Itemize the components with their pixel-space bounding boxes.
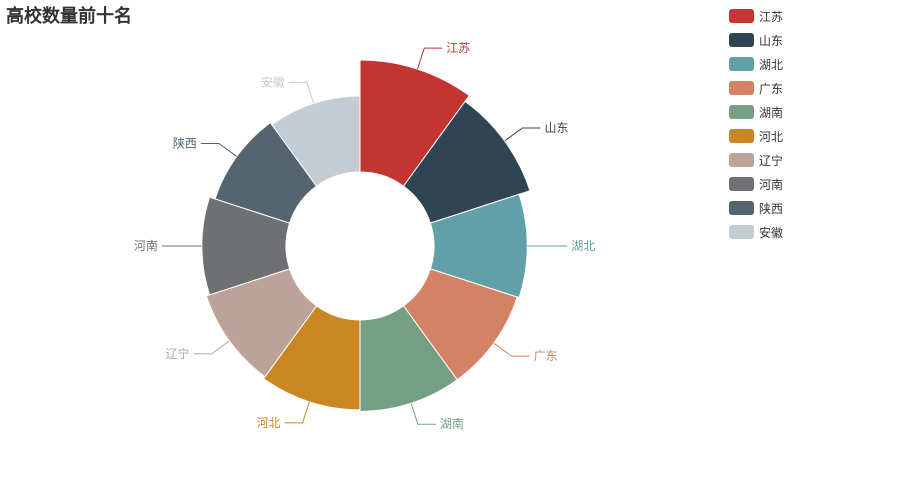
leader-lines-group xyxy=(161,47,568,425)
leader-line xyxy=(193,340,230,355)
legend-label: 湖北 xyxy=(759,57,784,72)
pie-slice[interactable] xyxy=(214,122,318,224)
legend-swatch xyxy=(729,105,754,119)
legend-item[interactable]: 湖北 xyxy=(729,52,783,76)
leader-line xyxy=(504,127,541,142)
pie-slice[interactable] xyxy=(205,268,318,378)
legend-swatch xyxy=(729,201,754,215)
legend-label: 河南 xyxy=(759,177,784,192)
legend-swatch xyxy=(729,9,754,23)
legend-swatch xyxy=(729,129,754,143)
legend-item[interactable]: 江苏 xyxy=(729,4,783,28)
legend-item[interactable]: 广东 xyxy=(729,76,783,100)
legend-label: 江苏 xyxy=(759,9,784,24)
pie-slice[interactable] xyxy=(262,305,361,411)
leader-line xyxy=(284,401,310,424)
slice-label: 河北 xyxy=(257,416,281,430)
slice-label: 广东 xyxy=(534,349,558,363)
slice-label: 山东 xyxy=(544,121,568,135)
legend-label: 广东 xyxy=(759,81,784,96)
pie-slice[interactable] xyxy=(402,100,531,224)
pie-slice[interactable] xyxy=(359,59,471,187)
legend-swatch xyxy=(729,57,754,71)
slice-label: 辽宁 xyxy=(166,346,190,361)
legend-swatch xyxy=(729,33,754,47)
legend-label: 陕西 xyxy=(759,201,784,216)
legend-label: 湖南 xyxy=(759,105,784,120)
pie-slice[interactable] xyxy=(201,196,291,296)
legend-swatch xyxy=(729,153,754,167)
leader-line xyxy=(410,403,436,425)
pie-slice[interactable] xyxy=(429,193,528,299)
leader-line xyxy=(200,142,237,157)
leader-line xyxy=(417,47,443,70)
legend-label: 河北 xyxy=(759,129,784,144)
slice-label: 湖南 xyxy=(440,416,464,431)
legend-swatch xyxy=(729,81,754,95)
slice-label: 湖北 xyxy=(571,238,595,253)
legend-item[interactable]: 河南 xyxy=(729,172,783,196)
legend-item[interactable]: 安徽 xyxy=(729,220,783,244)
pie-slice[interactable] xyxy=(359,305,458,412)
legend-item[interactable]: 河北 xyxy=(729,124,783,148)
slice-label: 陕西 xyxy=(173,135,197,150)
legend-swatch xyxy=(729,177,754,191)
pie-slice[interactable] xyxy=(271,95,361,187)
legend-item[interactable]: 陕西 xyxy=(729,196,783,220)
legend-label: 安徽 xyxy=(759,225,784,240)
legend-label: 辽宁 xyxy=(759,153,784,168)
slice-label: 江苏 xyxy=(446,41,470,55)
slice-label: 河南 xyxy=(134,238,158,253)
legend-item[interactable]: 辽宁 xyxy=(729,148,783,172)
legend-swatch xyxy=(729,225,754,239)
slices-group xyxy=(201,59,531,412)
legend-label: 山东 xyxy=(759,33,784,48)
leader-line xyxy=(288,81,315,104)
leader-line xyxy=(493,342,530,357)
chart-title: 高校数量前十名 xyxy=(6,6,132,27)
slice-label: 安徽 xyxy=(261,74,285,89)
legend-item[interactable]: 山东 xyxy=(729,28,783,52)
legend-item[interactable]: 湖南 xyxy=(729,100,783,124)
chart-legend: 江苏山东湖北广东湖南河北辽宁河南陕西安徽 xyxy=(729,4,783,244)
